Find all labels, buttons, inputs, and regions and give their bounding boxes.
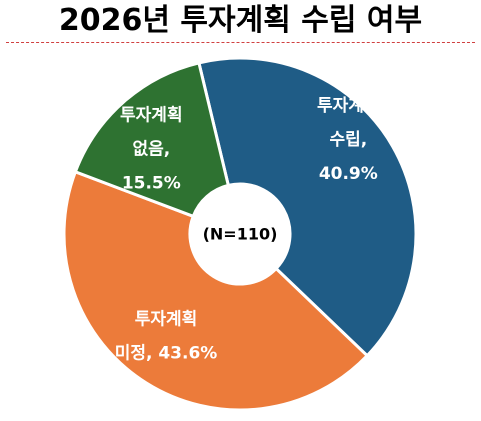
donut-slice-1: [197, 56, 418, 358]
slice-label-line: 투자계획: [317, 96, 380, 116]
title-underline: [6, 42, 475, 43]
donut-slice-3: [73, 61, 231, 219]
slice-label-line: 투자계획: [135, 310, 198, 330]
slice-label-line: 40.9%: [319, 164, 378, 184]
donut-labels: 투자계획 수립, 40.9%투자계획 미정, 43.6%투자계획 없음, 15.5%: [115, 96, 380, 363]
chart-title: 2026년 투자계획 수립 여부: [58, 3, 423, 38]
donut-slice-2: [62, 169, 370, 412]
center-label: (N=110): [203, 225, 278, 244]
slice-label-line: 수립,: [329, 130, 367, 150]
donut-slices: [62, 56, 418, 412]
slice-label-line: 미정, 43.6%: [115, 344, 218, 364]
slice-label-line: 없음,: [132, 139, 170, 159]
slice-label-line: 투자계획: [120, 105, 183, 125]
slice-label-line: 15.5%: [122, 173, 181, 193]
